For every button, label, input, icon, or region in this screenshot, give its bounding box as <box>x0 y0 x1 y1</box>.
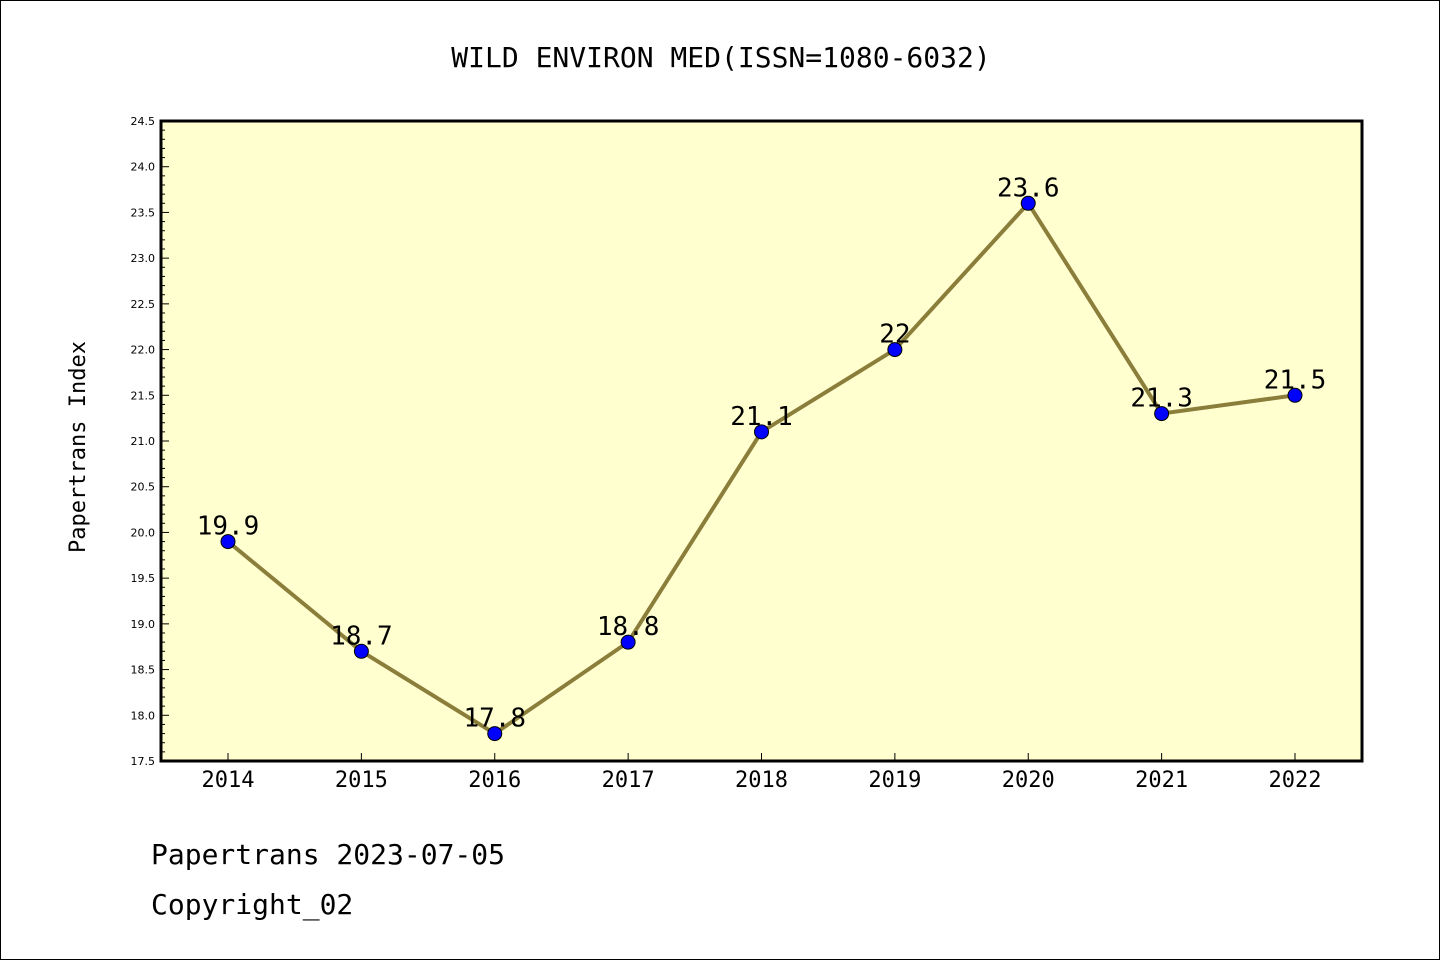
data-point <box>1154 406 1170 422</box>
data-label: 21.3 <box>1130 384 1193 414</box>
data-point <box>754 424 769 440</box>
x-tick-label: 2021 <box>1135 768 1188 793</box>
x-tick-label: 2017 <box>602 768 655 793</box>
data-label: 18.7 <box>330 621 393 651</box>
data-label: 17.8 <box>463 704 526 734</box>
x-axis: 2014 2015 2016 2017 2018 2019 2020 2021 2022 <box>202 753 1322 793</box>
y-tick-label: 21.0 <box>131 435 156 448</box>
y-tick-label: 20.0 <box>131 526 156 539</box>
data-point <box>220 534 236 550</box>
data-point <box>887 342 903 358</box>
y-tick-label: 24.5 <box>131 115 156 128</box>
y-tick-label: 23.0 <box>131 252 156 265</box>
y-tick-label: 17.5 <box>131 755 156 768</box>
data-point <box>1020 195 1036 211</box>
y-axis: 17.5 18.0 18.5 19.0 19.5 20.0 20.5 21.0 21.5 22.0… <box>131 115 169 768</box>
data-label: 19.9 <box>197 512 260 542</box>
data-point <box>1287 387 1303 403</box>
x-tick-label: 2014 <box>202 768 255 793</box>
y-tick-label: 19.0 <box>131 618 156 631</box>
x-tick-label: 2015 <box>335 768 388 793</box>
x-tick-label: 2018 <box>735 768 788 793</box>
x-tick-label: 2019 <box>868 768 921 793</box>
y-tick-label: 19.5 <box>131 572 156 585</box>
x-tick-label: 2022 <box>1269 768 1322 793</box>
data-label: 23.6 <box>997 173 1060 203</box>
footer-copyright: Copyright_02 <box>151 888 353 922</box>
y-tick-label: 18.5 <box>131 664 156 677</box>
series: 19.9 18.7 17.8 18.8 21.1 22 23.6 21.3 21.5 <box>197 173 1327 742</box>
footer-date: Papertrans 2023-07-05 <box>151 838 505 871</box>
y-tick-label: 22.0 <box>131 344 156 357</box>
data-label: 22 <box>879 320 910 350</box>
data-label: 21.5 <box>1264 365 1327 395</box>
data-point <box>353 643 369 659</box>
data-point <box>487 726 503 742</box>
y-tick-label: 22.5 <box>131 298 156 311</box>
x-tick-label: 2016 <box>468 768 521 793</box>
x-tick-label: 2020 <box>1002 768 1055 793</box>
chart-title: WILD ENVIRON MED(ISSN=1080-6032) <box>451 41 990 74</box>
y-tick-label: 20.5 <box>131 481 156 494</box>
y-axis-label: Papertrans Index <box>66 341 91 553</box>
y-tick-label: 23.5 <box>131 206 156 219</box>
data-label: 21.1 <box>730 402 793 432</box>
plot-area <box>159 119 1364 763</box>
data-label: 18.8 <box>597 612 660 642</box>
y-tick-label: 18.0 <box>131 709 156 722</box>
y-tick-label: 21.5 <box>131 389 156 402</box>
y-tick-label: 24.0 <box>131 161 156 174</box>
data-point <box>620 634 636 650</box>
